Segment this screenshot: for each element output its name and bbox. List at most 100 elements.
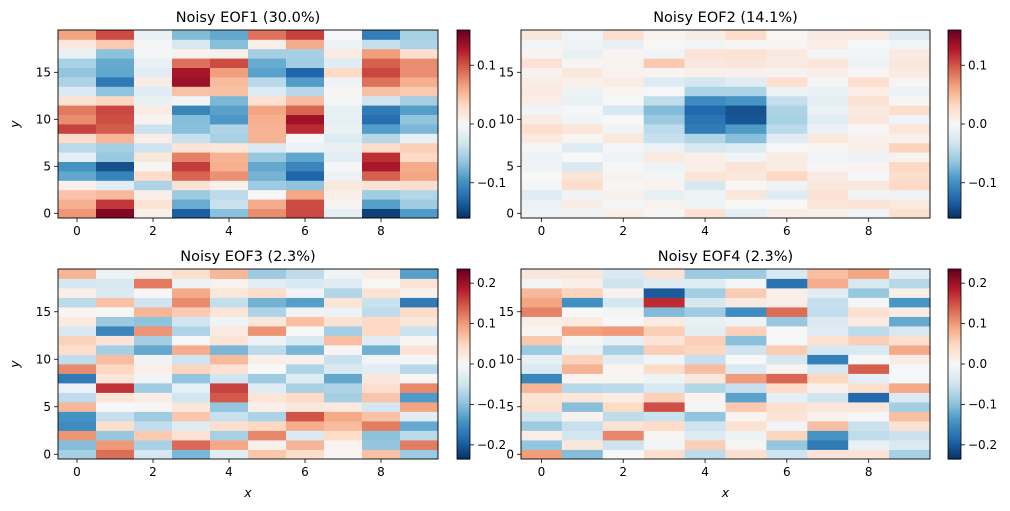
heatmap-cell [521, 124, 563, 134]
colorbar-segment [948, 404, 961, 408]
heatmap-cell [210, 189, 249, 200]
heatmap-cell [248, 373, 287, 384]
heatmap-cell [248, 48, 287, 59]
colorbar-segment [457, 182, 470, 186]
heatmap-cell [602, 373, 645, 384]
heatmap-cell [602, 335, 645, 346]
heatmap-cell [643, 440, 685, 450]
colorbar-tick-label: −0.1 [968, 176, 997, 190]
colorbar-segment [457, 199, 470, 203]
colorbar-segment [457, 145, 470, 149]
heatmap-cell [848, 449, 890, 460]
heatmap-cell [134, 189, 173, 200]
heatmap-cell [602, 269, 645, 279]
eof-panel-4: Noisy EOF4 (2.3%) 0 2 4 6 8 0 5 10 15 x 0.2 0.1 0.0 −0… [499, 249, 997, 500]
heatmap-cell [96, 180, 135, 191]
heatmap-cell [602, 411, 645, 422]
heatmap-cell [324, 345, 363, 355]
heatmap-cell [286, 86, 325, 97]
colorbar-segment [457, 328, 470, 332]
heatmap-cell [766, 421, 808, 431]
heatmap-cell [807, 411, 849, 422]
heatmap-cell [248, 39, 287, 50]
colorbar-segment [457, 297, 470, 301]
colorbar-segment [457, 196, 470, 200]
heatmap-cell [400, 269, 439, 279]
heatmap-cell [848, 133, 890, 144]
heatmap-cell [807, 152, 849, 162]
heatmap-cell [324, 449, 363, 460]
heatmap-cell [96, 449, 135, 460]
heatmap-cell [324, 114, 363, 125]
colorbar-segment [948, 432, 961, 436]
heatmap-cell [362, 440, 401, 450]
heatmap-cell [807, 354, 849, 365]
heatmap-cell [807, 58, 849, 68]
heatmap-cell [643, 326, 685, 336]
colorbar-segment [948, 302, 961, 306]
colorbar-segment [948, 102, 961, 106]
heatmap-cell [889, 77, 931, 87]
heatmap-cell [684, 288, 726, 298]
colorbar-segment [457, 411, 470, 415]
heatmap-cell [58, 67, 97, 78]
heatmap-cell [58, 189, 97, 200]
colorbar-segment [457, 44, 470, 48]
colorbar-segment [457, 126, 470, 130]
heatmap-cell [684, 316, 726, 327]
heatmap-cell [561, 278, 604, 289]
heatmap-cell [725, 269, 767, 279]
heatmap-cell [324, 364, 363, 374]
colorbar-tick-label: 0.0 [477, 357, 496, 371]
heatmap-cell [286, 421, 325, 431]
heatmap-cell [324, 316, 363, 327]
colorbar-segment [948, 79, 961, 83]
heatmap-cell [725, 133, 767, 144]
heatmap-cell [848, 335, 890, 346]
heatmap-cell [400, 335, 439, 346]
heatmap-cell [96, 199, 135, 209]
heatmap-cell [889, 278, 931, 289]
heatmap-cell [362, 77, 401, 87]
heatmap-cell [521, 278, 563, 289]
heatmap-cell [766, 142, 808, 153]
heatmap-cell [725, 402, 767, 412]
heatmap-cell [248, 142, 287, 153]
heatmap-cell [684, 326, 726, 336]
heatmap-cell [766, 430, 808, 441]
heatmap-cell [848, 354, 890, 365]
heatmap-cell [848, 39, 890, 50]
colorbar-segment [948, 159, 961, 163]
heatmap-cell [807, 373, 849, 384]
heatmap-cell [248, 133, 287, 144]
heatmap-cell [521, 335, 563, 346]
colorbar-segment [457, 345, 470, 348]
heatmap-cell [889, 307, 931, 317]
eof-panel-1: Noisy EOF1 (30.0%) 0 2 4 6 8 0 5 10 15 y 0.1 0.0 −0.1 [7, 10, 506, 238]
heatmap-cell [210, 335, 249, 346]
colorbar-segment [457, 326, 470, 329]
heatmap-cell [643, 105, 685, 115]
heatmap-cell [248, 77, 287, 87]
heatmap-cell [400, 189, 439, 200]
colorbar-tick-label: 0.1 [968, 58, 987, 72]
heatmap-cell [172, 48, 211, 59]
colorbar-segment [948, 30, 961, 33]
heatmap-cell [602, 278, 645, 289]
heatmap-cell [766, 411, 808, 422]
colorbar-segment [948, 72, 961, 76]
heatmap-cell [684, 95, 726, 106]
heatmap-cell [286, 58, 325, 68]
heatmap-cell [807, 307, 849, 317]
colorbar-segment [457, 359, 470, 363]
colorbar-segment [457, 435, 470, 439]
heatmap-cell [134, 364, 173, 374]
colorbar-segment [948, 206, 961, 210]
colorbar-segment [457, 30, 470, 33]
heatmap-cell [521, 114, 563, 125]
colorbar-segment [948, 425, 961, 429]
heatmap-cell [58, 208, 97, 219]
heatmap-cell [643, 171, 685, 181]
heatmap-cell [286, 297, 325, 308]
heatmap-cell [172, 421, 211, 431]
